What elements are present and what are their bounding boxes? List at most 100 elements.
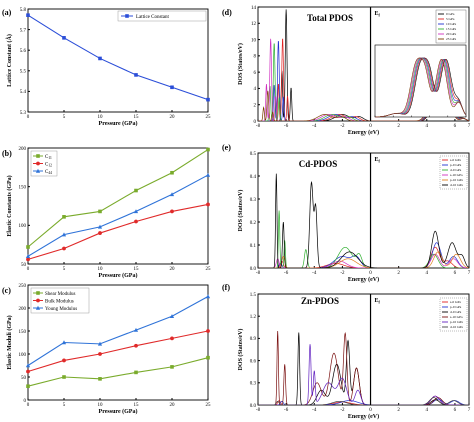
x-tick-label: 0 bbox=[27, 115, 30, 120]
panel-title: Total PDOS bbox=[307, 13, 353, 23]
y-tick-label: 6 bbox=[254, 71, 257, 76]
x-tick-label: -6 bbox=[284, 408, 289, 413]
y-axis-label: Elastic Moduli (GPa) bbox=[6, 315, 13, 369]
x-tick-label: 2 bbox=[397, 271, 400, 276]
data-point bbox=[98, 352, 102, 356]
panel-letter: (e) bbox=[222, 143, 231, 152]
x-tick-label: 20 bbox=[170, 115, 176, 120]
data-point bbox=[205, 294, 211, 299]
y-tick-label: 5.6 bbox=[20, 49, 27, 54]
data-point bbox=[134, 188, 138, 193]
x-axis-label: Energy (eV) bbox=[348, 413, 379, 420]
data-point bbox=[134, 343, 138, 348]
panel-e: -8 -6 -4 -2 0 2 4 6 7 0.0 0.1 0.2 0.3 0.4 0.5 Energy (e… bbox=[222, 143, 471, 283]
y-tick-label: 200 bbox=[19, 147, 27, 152]
data-point bbox=[62, 246, 66, 251]
legend-label: C12 bbox=[45, 162, 52, 167]
series-line bbox=[27, 14, 209, 101]
x-tick-label: 10 bbox=[98, 403, 104, 408]
x-tick-label: 0 bbox=[369, 271, 372, 276]
x-axis-label: Pressure (GPa) bbox=[99, 408, 138, 415]
data-point bbox=[62, 36, 66, 40]
legend-box bbox=[117, 10, 207, 22]
panel-title: Cd-PDOS bbox=[299, 159, 338, 169]
y-tick-label: 0.6 bbox=[250, 359, 257, 364]
x-tick-label: 20 bbox=[170, 403, 176, 408]
legend-label: Lattice Constant bbox=[136, 15, 170, 20]
x-axis-label: Energy (eV) bbox=[348, 276, 379, 283]
legend-box bbox=[435, 9, 467, 44]
x-tick-label: -2 bbox=[340, 271, 345, 276]
y-tick-label: 1.2 bbox=[250, 315, 257, 320]
legend-marker bbox=[36, 154, 40, 158]
legend-label: d-10 GPa bbox=[450, 325, 463, 329]
y-tick-label: 100 bbox=[19, 353, 27, 358]
data-point bbox=[26, 257, 30, 262]
data-point bbox=[98, 231, 102, 235]
y-tick-label: 10 bbox=[251, 38, 257, 43]
y-tick-label: 14 bbox=[251, 6, 257, 11]
y-axis-label: DOS (States/eV) bbox=[237, 43, 244, 85]
x-tick-label: -4 bbox=[312, 124, 317, 129]
legend-label: 25 GPa bbox=[446, 37, 457, 41]
data-point bbox=[26, 369, 30, 374]
legend-label-sub: 44 bbox=[48, 171, 52, 175]
legend-label: 10 GPa bbox=[446, 22, 457, 26]
legend-box bbox=[439, 297, 468, 332]
dos-series-line bbox=[258, 251, 469, 268]
x-tick-label: 5 bbox=[63, 115, 66, 120]
y-tick-label: 8 bbox=[254, 55, 257, 60]
x-tick-label: -8 bbox=[256, 271, 261, 276]
y-axis-label: DOS (States/eV) bbox=[237, 190, 244, 232]
x-tick-label: 25 bbox=[206, 403, 212, 408]
fermi-level-sub: f bbox=[379, 159, 381, 164]
legend-label: s-10 GPa bbox=[450, 315, 463, 319]
legend-label: s-10 GPa bbox=[450, 173, 463, 177]
data-point bbox=[133, 209, 139, 214]
y-tick-label: 0.5 bbox=[250, 152, 257, 157]
plot-frame bbox=[257, 293, 470, 406]
y-tick-label: 4 bbox=[254, 87, 257, 92]
y-tick-label: 0.2 bbox=[250, 221, 257, 226]
data-point bbox=[170, 365, 174, 369]
legend-marker bbox=[35, 168, 41, 173]
legend-label: C44 bbox=[45, 170, 52, 175]
x-tick-label: 25 bbox=[206, 115, 212, 120]
x-axis-label: Pressure (GPa) bbox=[99, 272, 138, 279]
y-tick-label: 12 bbox=[251, 22, 257, 27]
x-tick-label: 0 bbox=[27, 403, 30, 408]
fermi-level-label: Ef bbox=[375, 11, 381, 18]
x-tick-label: 10 bbox=[98, 267, 104, 272]
legend-label: s-0 GPa bbox=[450, 158, 461, 162]
legend-marker bbox=[36, 291, 40, 295]
legend-label: Bulk Modulus bbox=[45, 299, 74, 304]
dos-series-line bbox=[258, 173, 469, 268]
data-point bbox=[206, 355, 210, 360]
legend-label-main: C bbox=[45, 162, 49, 167]
legend: Shear Modulus Bulk Modulus Young Modulus bbox=[30, 287, 90, 314]
data-point bbox=[97, 224, 103, 229]
data-point bbox=[62, 215, 66, 219]
legend-label: p-0 GPa bbox=[450, 163, 462, 167]
x-tick-label: 5 bbox=[63, 267, 66, 272]
data-point bbox=[134, 219, 138, 224]
data-point bbox=[98, 377, 102, 381]
x-tick-label: 2 bbox=[397, 408, 400, 413]
x-tick-label: 0 bbox=[27, 267, 30, 272]
dos-series-line bbox=[258, 330, 469, 405]
x-tick-label: 6 bbox=[454, 124, 457, 129]
x-tick-label: 2 bbox=[397, 124, 400, 129]
legend-box bbox=[439, 155, 468, 190]
legend-label: C11 bbox=[45, 155, 52, 160]
legend-marker bbox=[35, 305, 41, 310]
x-tick-label: 15 bbox=[134, 115, 140, 120]
legend-label: 15 GPa bbox=[446, 27, 457, 31]
legend-label: Shear Modulus bbox=[45, 292, 75, 297]
legend-label: d-10 GPa bbox=[450, 183, 463, 187]
dos-series-line bbox=[258, 253, 469, 268]
inset bbox=[374, 44, 467, 118]
x-tick-label: -6 bbox=[284, 271, 289, 276]
